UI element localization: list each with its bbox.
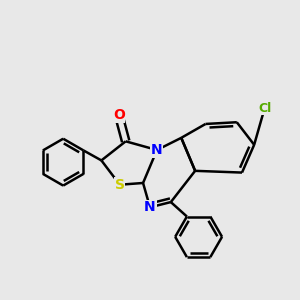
Text: N: N xyxy=(151,143,163,157)
Text: N: N xyxy=(144,200,156,214)
Text: Cl: Cl xyxy=(258,102,271,115)
Text: O: O xyxy=(113,108,125,122)
Text: S: S xyxy=(115,178,125,192)
